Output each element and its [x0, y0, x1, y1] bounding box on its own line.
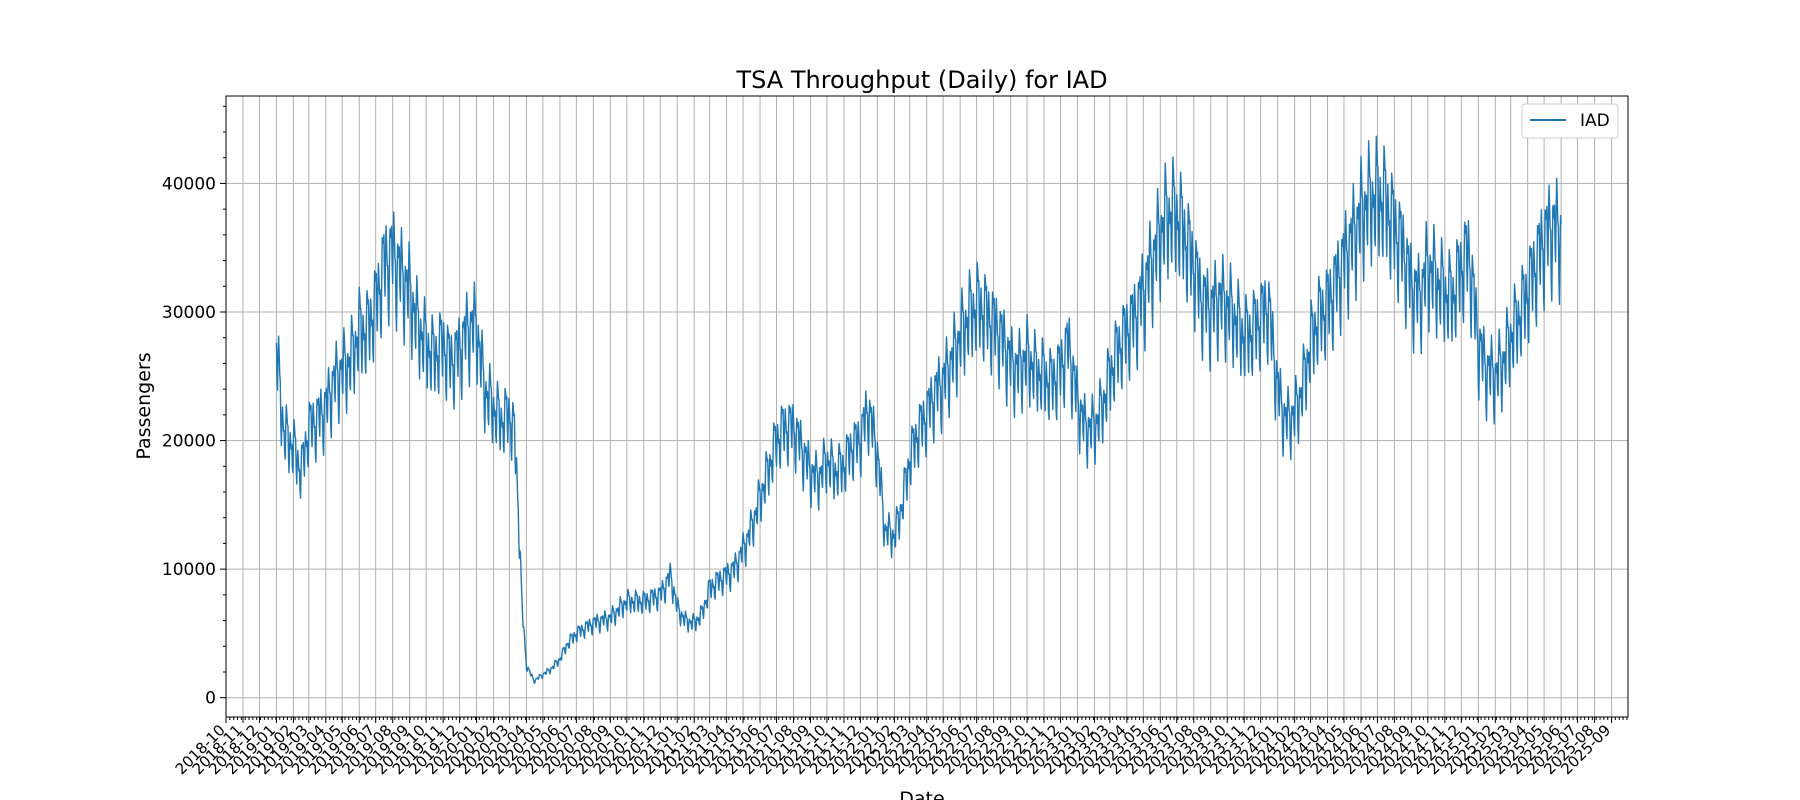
- series-layer: [275, 135, 1562, 684]
- legend: IAD: [1521, 103, 1619, 139]
- chart-title: TSA Throughput (Daily) for IAD: [735, 66, 1107, 94]
- y-tick-layer: 0 10000 20000 30000 40000: [162, 105, 226, 709]
- y-axis-label: Passengers: [133, 352, 155, 459]
- y-tick-label: 30000: [162, 303, 216, 323]
- legend-label-iad: IAD: [1580, 111, 1610, 131]
- y-tick-label: 0: [205, 689, 216, 709]
- grid-layer: [225, 96, 1628, 717]
- y-tick-label: 40000: [162, 174, 216, 194]
- y-tick-label: 10000: [162, 560, 216, 580]
- series-line-iad: [275, 135, 1562, 684]
- y-tick-label: 20000: [162, 432, 216, 452]
- legend-box: [1521, 103, 1619, 139]
- x-axis-label: Date: [899, 788, 944, 800]
- x-tick-layer: 2018-102018-112018-122019-012019-022019-…: [172, 717, 1628, 778]
